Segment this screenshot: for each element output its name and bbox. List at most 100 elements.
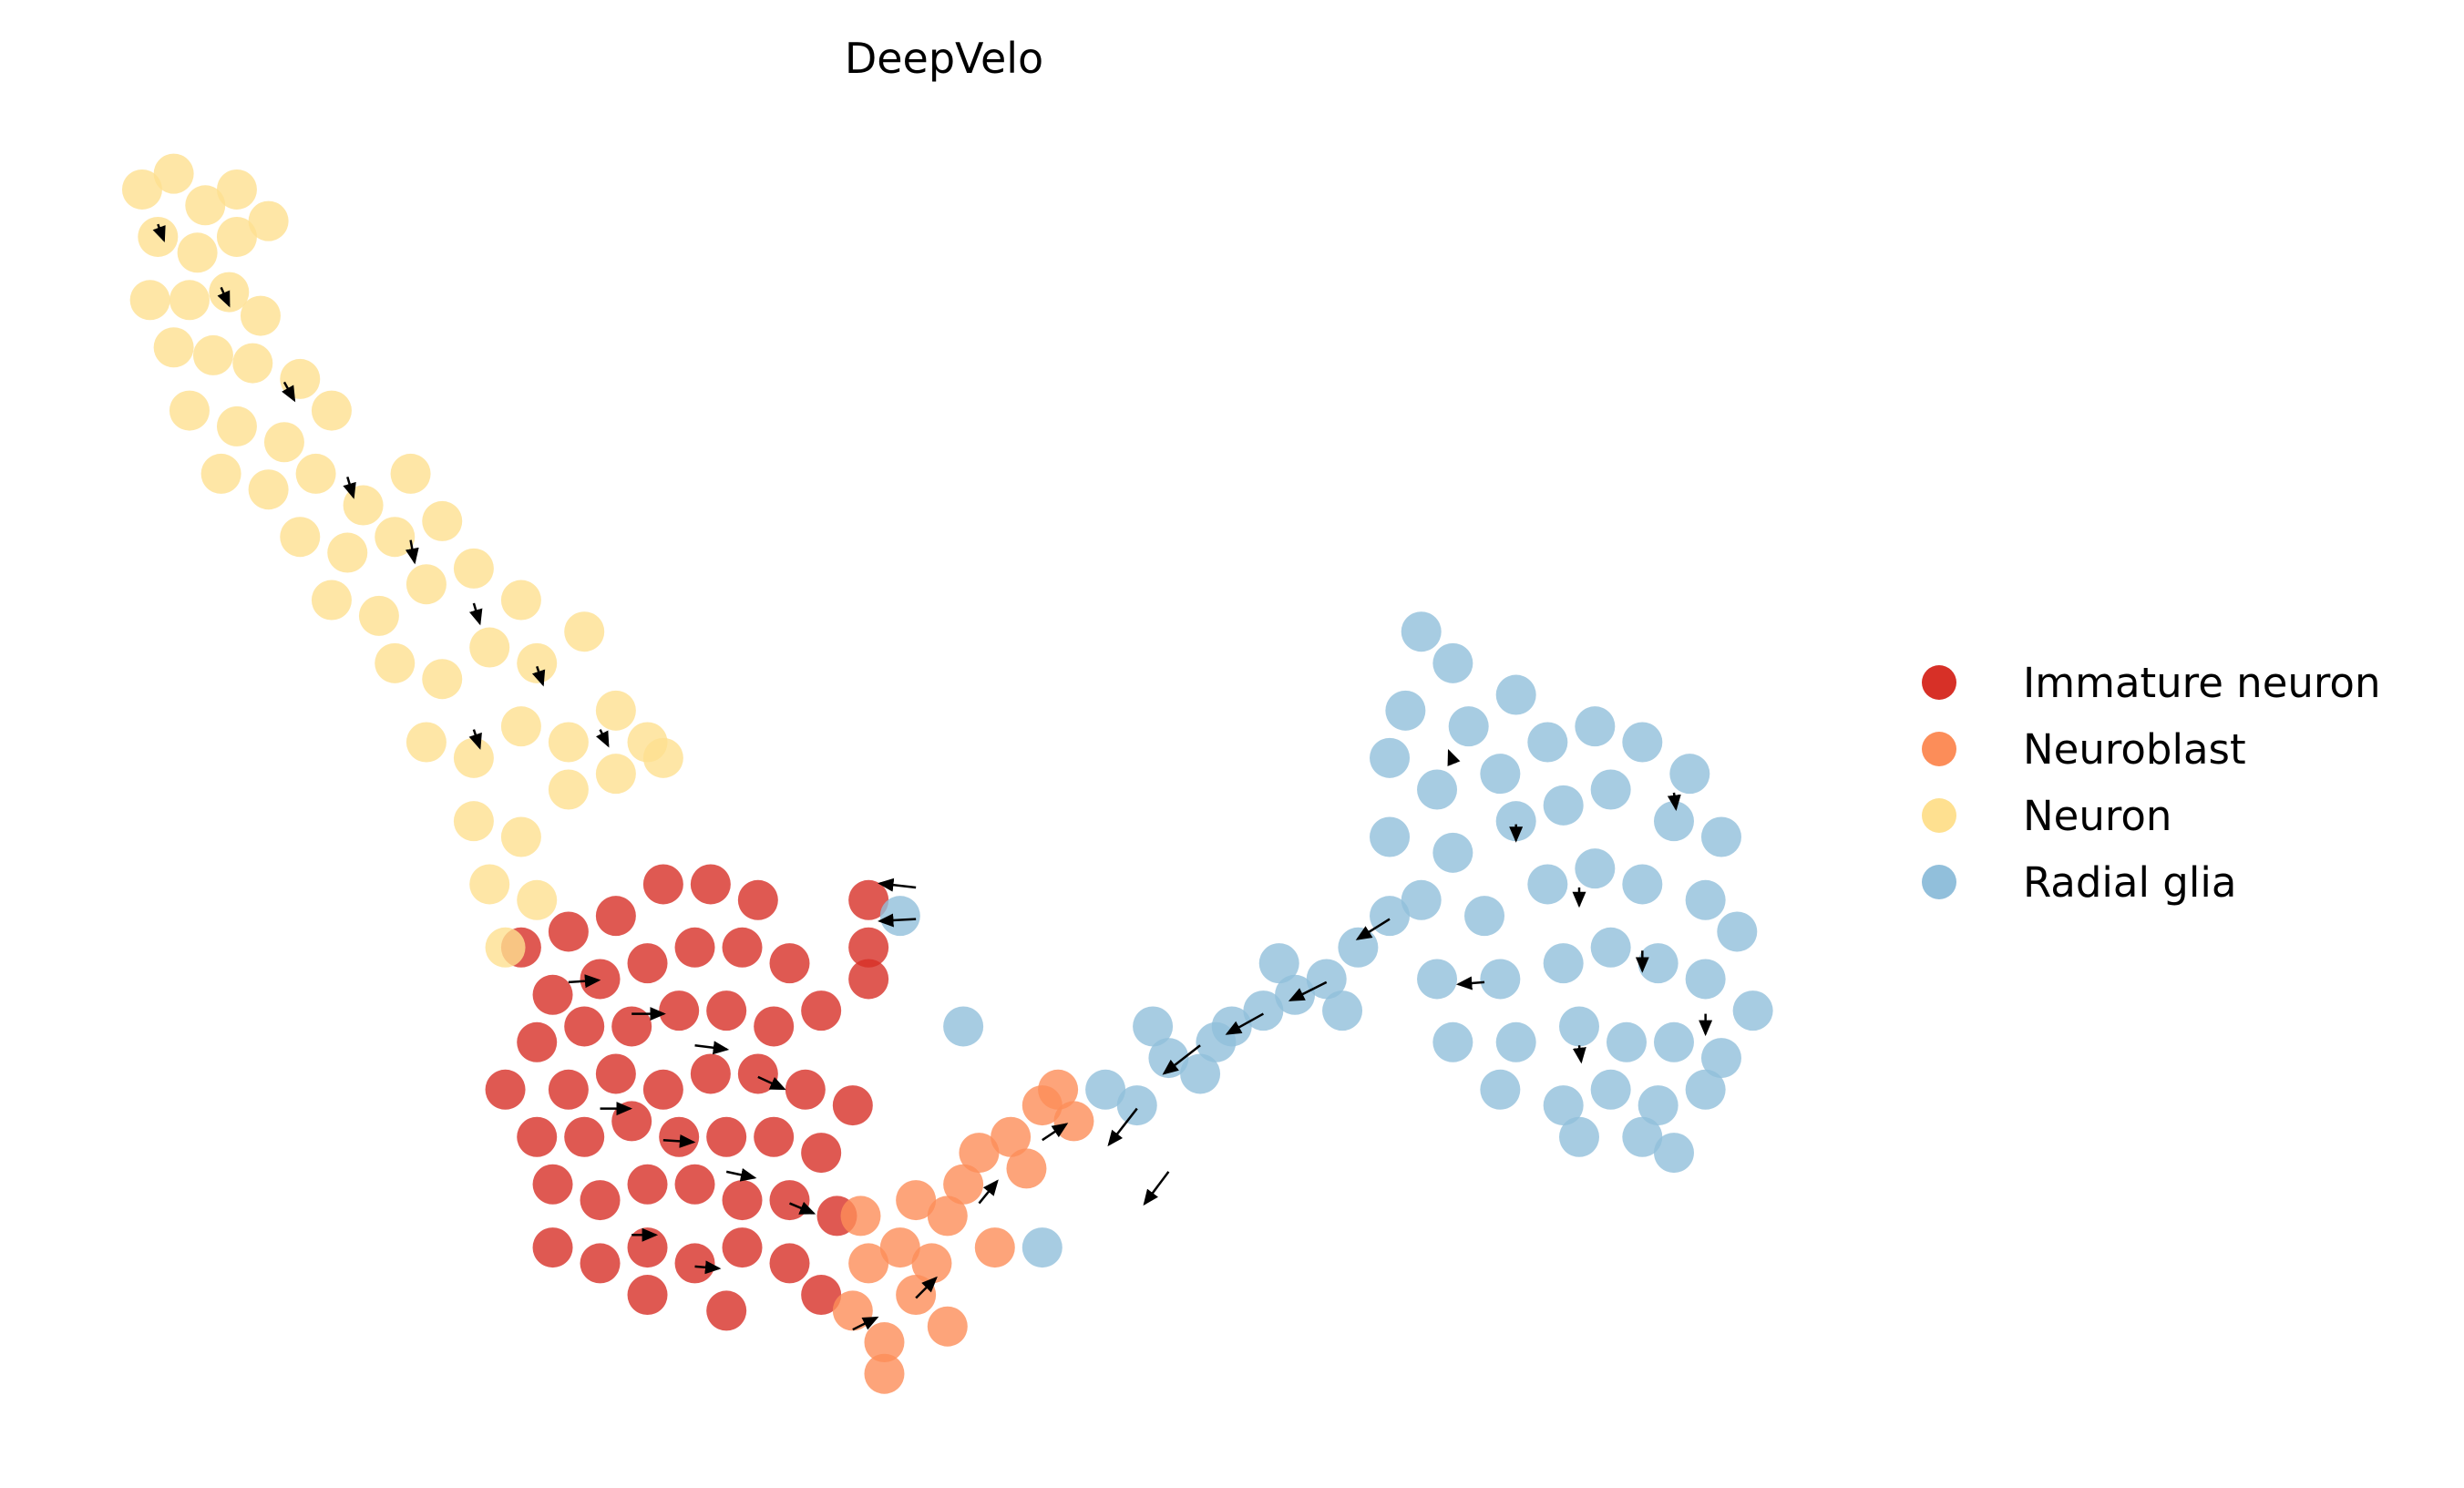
point-immature-neuron <box>769 1180 810 1221</box>
point-neuron <box>248 200 289 241</box>
point-neuron <box>129 280 170 321</box>
velocity-arrow <box>1355 918 1391 940</box>
point-radial-glia <box>1685 879 1726 920</box>
point-neuron <box>153 153 194 194</box>
point-neuroblast <box>974 1227 1015 1268</box>
velocity-arrow <box>662 1134 696 1148</box>
velocity-arrow <box>757 1075 786 1091</box>
point-radial-glia <box>1196 1021 1237 1062</box>
point-immature-neuron <box>564 1116 605 1157</box>
point-radial-glia <box>1432 1021 1473 1062</box>
point-neuron <box>500 706 541 747</box>
velocity-arrow <box>852 1316 879 1331</box>
velocity-arrow <box>531 665 546 687</box>
velocity-arrow <box>878 913 917 928</box>
point-immature-neuron <box>722 1227 763 1268</box>
point-neuroblast <box>896 1180 937 1221</box>
legend-label: Immature neuron <box>2023 659 2380 707</box>
point-neuron <box>280 358 321 399</box>
point-neuron <box>500 816 541 857</box>
point-radial-glia <box>1638 943 1679 984</box>
point-immature-neuron <box>706 990 747 1031</box>
velocity-arrow <box>1162 1044 1201 1075</box>
point-immature-neuron <box>595 1053 636 1094</box>
velocity-arrow <box>1042 1123 1069 1142</box>
point-immature-neuron <box>532 1164 573 1205</box>
point-immature-neuron <box>548 1069 589 1110</box>
velocity-arrow <box>152 223 166 243</box>
point-neuron <box>375 517 416 558</box>
point-radial-glia <box>1653 1133 1694 1174</box>
velocity-arrow <box>1288 980 1328 1001</box>
point-radial-glia <box>1622 864 1663 905</box>
point-radial-glia <box>1495 801 1536 842</box>
point-immature-neuron <box>674 927 715 968</box>
point-radial-glia <box>1543 1085 1584 1126</box>
point-neuron <box>295 453 336 494</box>
velocity-arrow <box>405 539 419 565</box>
point-radial-glia <box>1543 785 1584 826</box>
point-neuroblast <box>943 1164 984 1205</box>
legend: Immature neuron Neuroblast Neuron Radial… <box>1922 659 2380 907</box>
point-radial-glia <box>1622 1116 1663 1157</box>
point-immature-neuron <box>532 1227 573 1268</box>
point-neuroblast <box>927 1196 968 1237</box>
legend-label: Radial glia <box>2023 858 2236 907</box>
velocity-arrow <box>568 974 601 989</box>
point-immature-neuron <box>722 1180 763 1221</box>
point-radial-glia <box>1180 1053 1221 1094</box>
point-radial-glia <box>1417 959 1458 1000</box>
point-neuron <box>153 327 194 368</box>
point-immature-neuron <box>517 1021 558 1062</box>
point-radial-glia <box>1322 990 1363 1031</box>
point-immature-neuron <box>785 1069 826 1110</box>
point-neuron <box>248 469 289 510</box>
point-immature-neuron <box>580 959 621 1000</box>
point-neuron <box>185 185 226 226</box>
point-radial-glia <box>1448 706 1489 747</box>
point-radial-glia <box>1653 801 1694 842</box>
velocity-arrow <box>915 1276 938 1299</box>
point-neuron <box>422 500 463 541</box>
point-immature-neuron <box>548 911 589 952</box>
point-immature-neuron <box>848 927 889 968</box>
velocity-arrow <box>343 477 356 499</box>
velocity-arrow <box>1225 1012 1265 1035</box>
point-immature-neuron <box>674 1164 715 1205</box>
point-neuron <box>216 169 257 210</box>
point-radial-glia <box>1022 1227 1063 1268</box>
point-radial-glia <box>1685 959 1726 1000</box>
legend-marker <box>1922 798 1956 833</box>
point-neuron <box>358 595 399 636</box>
point-radial-glia <box>1559 1116 1599 1157</box>
point-radial-glia <box>1370 816 1411 857</box>
point-immature-neuron <box>532 974 573 1015</box>
point-neuroblast <box>1038 1069 1079 1110</box>
point-neuron <box>216 216 257 257</box>
velocity-arrow <box>789 1201 816 1215</box>
legend-marker <box>1922 665 1956 700</box>
point-neuron <box>311 390 352 431</box>
point-immature-neuron <box>642 1069 683 1110</box>
point-radial-glia <box>1606 1021 1647 1062</box>
point-immature-neuron <box>627 1164 668 1205</box>
point-neuroblast <box>911 1243 952 1284</box>
velocity-arrow <box>878 877 917 892</box>
point-neuron <box>192 334 233 375</box>
point-immature-neuron <box>595 896 636 937</box>
point-radial-glia <box>1559 1006 1599 1047</box>
point-immature-neuron <box>580 1180 621 1221</box>
point-layer <box>121 153 1773 1394</box>
point-radial-glia <box>1717 911 1758 952</box>
point-neuron <box>406 722 447 763</box>
point-immature-neuron <box>659 1116 700 1157</box>
velocity-arrow <box>217 286 231 308</box>
point-immature-neuron <box>737 1053 778 1094</box>
point-neuron <box>280 517 321 558</box>
point-immature-neuron <box>659 990 700 1031</box>
point-neuroblast <box>879 1227 920 1268</box>
point-immature-neuron <box>801 1133 842 1174</box>
velocity-arrow-layer <box>152 223 1713 1331</box>
legend-label: Neuroblast <box>2023 725 2246 774</box>
